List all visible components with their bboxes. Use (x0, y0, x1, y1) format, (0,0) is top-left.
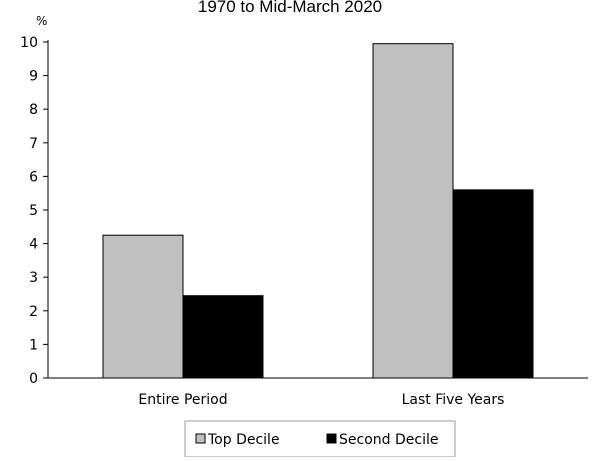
y-tick-label: 2 (29, 304, 38, 320)
legend-box (184, 420, 456, 458)
x-axis-labels: Entire Period Last Five Years (138, 392, 504, 408)
y-tick-label: 0 (29, 371, 38, 387)
legend-swatch-top-decile (195, 433, 206, 444)
y-axis-ticks: 0 1 2 3 4 5 6 7 8 9 10 (20, 35, 48, 387)
y-tick-label: 4 (29, 237, 38, 253)
bar-second-decile (452, 189, 534, 379)
bar-top-decile (372, 43, 454, 379)
y-tick-label: 6 (29, 169, 38, 185)
y-tick-label: 9 (29, 69, 38, 85)
legend-label-top-decile: Top Decile (207, 432, 280, 448)
x-category-label: Last Five Years (402, 392, 505, 408)
legend-label-second-decile: Second Decile (339, 432, 438, 448)
bar-top-decile (102, 234, 184, 379)
legend: Top Decile Second Decile (184, 420, 456, 458)
y-tick-label: 3 (29, 270, 38, 286)
y-tick-label: 10 (20, 35, 38, 51)
legend-swatch-second-decile (326, 433, 337, 444)
y-tick-label: 8 (29, 102, 38, 118)
x-category-label: Entire Period (138, 392, 227, 408)
y-tick-label: 5 (29, 203, 38, 219)
bar-second-decile (182, 295, 264, 379)
y-tick-label: 7 (29, 136, 38, 152)
chart-subtitle: 1970 to Mid-March 2020 (198, 0, 382, 16)
y-axis-unit-label: % (36, 14, 47, 28)
y-tick-label: 1 (29, 337, 38, 353)
bar-series (102, 43, 534, 379)
